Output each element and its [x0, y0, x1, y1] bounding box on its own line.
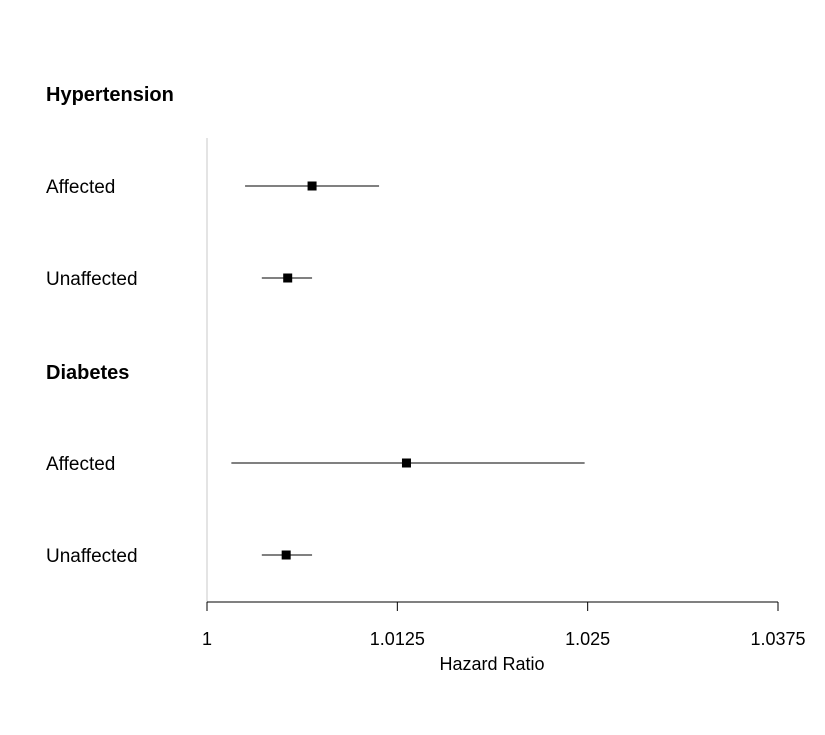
x-tick-label: 1.0375 — [750, 629, 805, 649]
x-tick-label: 1.0125 — [370, 629, 425, 649]
group-title: Hypertension — [46, 84, 174, 106]
x-tick-label: 1.025 — [565, 629, 610, 649]
group-title: Diabetes — [46, 362, 129, 384]
x-tick-label: 1 — [202, 629, 212, 649]
row-label: Unaffected — [46, 269, 138, 290]
point-estimate-marker — [307, 181, 317, 191]
row-label: Affected — [46, 454, 115, 475]
point-estimate-marker — [401, 458, 411, 468]
x-axis: 1 1.0125 1.025 1.0375 — [202, 601, 806, 649]
point-estimate-marker — [281, 550, 291, 560]
x-axis-title: Hazard Ratio — [439, 654, 544, 674]
plot-rows: Hypertension Affected Unaffected Diabetes Af… — [46, 84, 585, 567]
point-estimate-marker — [283, 273, 293, 283]
row-label: Unaffected — [46, 546, 138, 567]
row-label: Affected — [46, 177, 115, 198]
